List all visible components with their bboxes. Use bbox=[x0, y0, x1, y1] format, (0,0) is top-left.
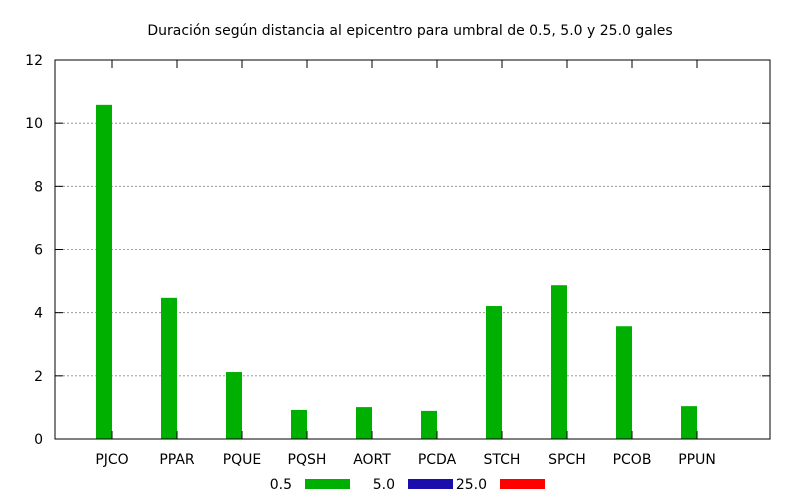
legend-label: 0.5 bbox=[270, 477, 292, 493]
x-tick-label: PJCO bbox=[95, 452, 128, 468]
y-tick-label: 6 bbox=[34, 243, 43, 259]
x-tick-label: PPUN bbox=[678, 452, 716, 468]
grid-lines bbox=[55, 122, 770, 377]
x-tick-label: PQUE bbox=[223, 452, 262, 468]
legend-swatch bbox=[500, 479, 545, 489]
bar-0-5 bbox=[291, 409, 307, 439]
bar-0-5 bbox=[486, 306, 502, 439]
legend-swatch bbox=[305, 479, 350, 489]
y-tick-label: 8 bbox=[34, 179, 43, 195]
bar-0-5 bbox=[356, 407, 372, 439]
y-tick-label: 10 bbox=[25, 116, 43, 132]
legend: 0.5 5.0 25.0 bbox=[270, 477, 545, 493]
bars bbox=[96, 104, 697, 440]
bar-0-5 bbox=[96, 104, 112, 440]
bar-0-5 bbox=[226, 372, 242, 439]
axis-ticks: 0 2 4 6 8 10 12 PJCO PPAR PQUE PQSH AORT PCDA STCH SPC… bbox=[25, 53, 770, 468]
bar-0-5 bbox=[681, 406, 697, 439]
y-tick-label: 2 bbox=[34, 369, 43, 385]
bar-0-5 bbox=[161, 297, 177, 439]
bar-0-5 bbox=[421, 410, 437, 439]
x-tick-label: PCDA bbox=[418, 452, 457, 468]
y-tick-label: 0 bbox=[34, 432, 43, 448]
y-tick-label: 4 bbox=[34, 306, 43, 322]
x-tick-label: PCOB bbox=[613, 452, 652, 468]
legend-label: 5.0 bbox=[373, 477, 395, 493]
bar-0-5 bbox=[616, 326, 632, 439]
x-tick-label: PQSH bbox=[288, 452, 327, 468]
chart-title: Duración según distancia al epicentro pa… bbox=[147, 23, 672, 39]
y-tick-label: 12 bbox=[25, 53, 43, 69]
legend-label: 25.0 bbox=[456, 477, 487, 493]
x-tick-label: PPAR bbox=[159, 452, 195, 468]
x-tick-label: AORT bbox=[353, 452, 391, 468]
x-tick-label: SPCH bbox=[548, 452, 586, 468]
bar-0-5 bbox=[551, 285, 567, 439]
x-tick-label: STCH bbox=[484, 452, 521, 468]
legend-swatch bbox=[408, 479, 453, 489]
